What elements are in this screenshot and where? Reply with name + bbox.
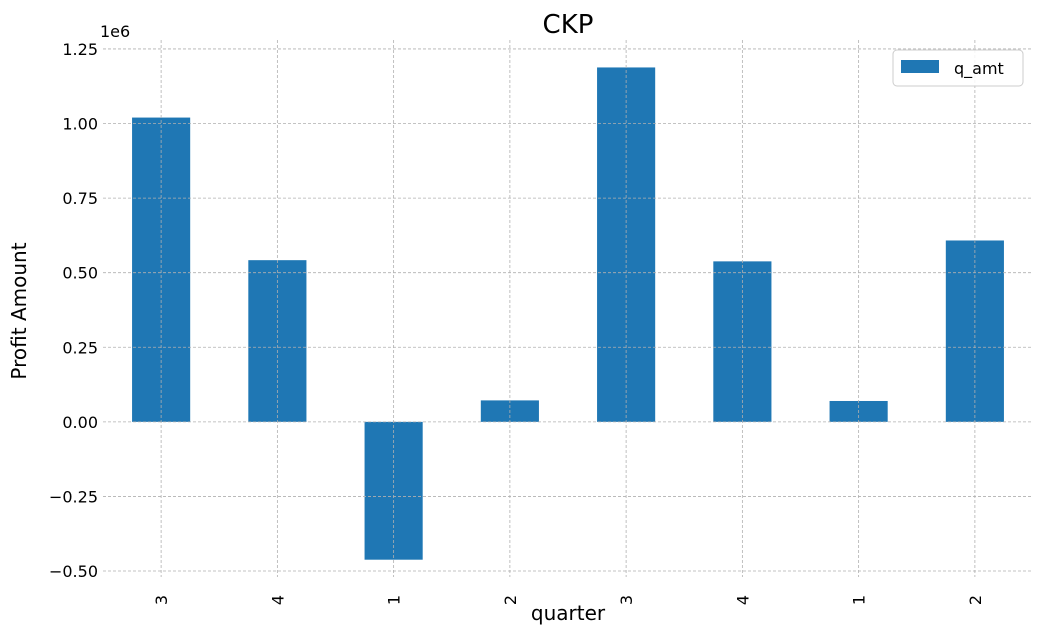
x-tick-label: 4 xyxy=(733,595,752,605)
x-tick-label: 4 xyxy=(268,595,287,605)
y-tick-label: 1.25 xyxy=(62,40,98,59)
y-tick-label: 0.00 xyxy=(62,413,98,432)
grid-layer xyxy=(103,40,1033,577)
y-tick-label: 0.25 xyxy=(62,338,98,357)
y-axis-offset-label: 1e6 xyxy=(100,22,130,41)
x-tick-label: 2 xyxy=(501,595,520,605)
y-tick-label: −0.50 xyxy=(49,562,98,581)
legend-swatch xyxy=(901,60,939,73)
x-axis-label: quarter xyxy=(531,601,606,625)
y-tick-label: 0.50 xyxy=(62,264,98,283)
chart-title: CKP xyxy=(543,10,594,40)
y-tick-label: 0.75 xyxy=(62,189,98,208)
x-tick-label: 3 xyxy=(617,595,636,605)
bar-layer xyxy=(132,67,1004,560)
x-tick-label: 2 xyxy=(966,595,985,605)
legend-box xyxy=(892,49,1024,87)
y-tick-label: −0.25 xyxy=(49,487,98,506)
y-axis-label: Profit Amount xyxy=(7,242,31,379)
x-tick-label: 3 xyxy=(152,595,171,605)
legend: q_amt xyxy=(892,49,1024,87)
x-axis-ticks: 3 4 1 2 3 4 1 2 xyxy=(152,595,985,605)
x-tick-label: 1 xyxy=(385,595,404,605)
legend-label: q_amt xyxy=(954,59,1004,79)
x-tick-label: 1 xyxy=(850,595,869,605)
y-axis-ticks: −0.50 −0.25 0.00 0.25 0.50 0.75 1.00 1.25 xyxy=(49,40,98,581)
y-tick-label: 1.00 xyxy=(62,115,98,134)
